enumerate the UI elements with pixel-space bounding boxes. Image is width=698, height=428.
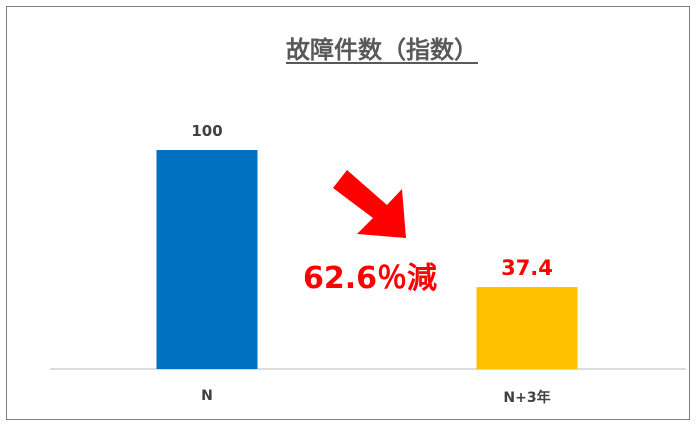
bar-N-plus-3	[476, 287, 578, 369]
x-tick-label-N-plus-3: N+3年	[503, 389, 550, 406]
bar-N	[156, 150, 258, 369]
x-tick-label-N: N	[201, 388, 213, 404]
reduction-annotation: 62.6％減	[303, 261, 437, 296]
chart-title: 故障件数（指数）	[286, 36, 478, 64]
data-label-N: 100	[191, 122, 222, 140]
red-arrow-down-right-icon	[333, 170, 406, 238]
data-label-N-plus-3: 37.4	[501, 256, 553, 280]
